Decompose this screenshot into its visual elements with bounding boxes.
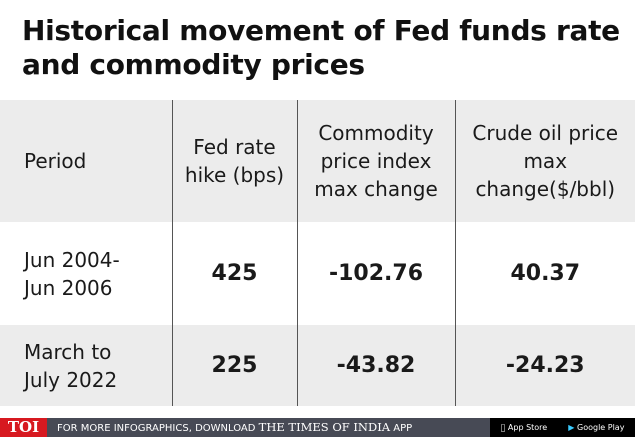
cell-commodity: -102.76 <box>296 222 455 325</box>
play-icon: ▶ <box>566 423 574 432</box>
app-label: APP <box>393 423 413 434</box>
app-store-label: App Store <box>502 423 547 432</box>
header-crude: Crude oil price max change($/bbl) <box>454 100 635 222</box>
header-period: Period <box>24 149 87 173</box>
cell-period: Jun 2004-Jun 2006 <box>24 247 120 300</box>
footer-bar: TOI FOR MORE INFOGRAPHICS, DOWNLOAD THE … <box>0 418 635 437</box>
cell-crude: -24.23 <box>454 325 635 406</box>
promo-text: FOR MORE INFOGRAPHICS, DOWNLOAD THE TIME… <box>47 418 490 437</box>
header-fed-rate: Fed rate hike (bps) <box>171 100 297 222</box>
table-row: Jun 2004-Jun 2006 425 -102.76 40.37 <box>0 222 635 325</box>
apple-icon:  <box>501 423 506 432</box>
google-play-label: Google Play <box>575 423 624 432</box>
cell-commodity: -43.82 <box>296 325 455 406</box>
table-row: March to July 2022 225 -43.82 -24.23 <box>0 325 635 406</box>
table-header-row: Period Fed rate hike (bps) Commodity pri… <box>0 100 635 222</box>
header-commodity: Commodity price index max change <box>296 100 455 222</box>
app-store-link[interactable]:  App Store <box>501 423 548 432</box>
cell-period: March to July 2022 <box>24 339 118 392</box>
cell-fed-rate: 425 <box>171 222 297 325</box>
cell-crude: 40.37 <box>454 222 635 325</box>
data-table: Period Fed rate hike (bps) Commodity pri… <box>0 100 635 406</box>
toi-logo: TOI <box>0 418 47 437</box>
brand-name: THE TIMES OF INDIA <box>258 420 391 434</box>
cell-fed-rate: 225 <box>171 325 297 406</box>
store-links:  App Store ▶ Google Play <box>490 418 635 437</box>
google-play-link[interactable]: ▶ Google Play <box>568 423 624 432</box>
page-title: Historical movement of Fed funds rate an… <box>22 14 620 81</box>
promo-label: FOR MORE INFOGRAPHICS, DOWNLOAD <box>57 423 256 434</box>
